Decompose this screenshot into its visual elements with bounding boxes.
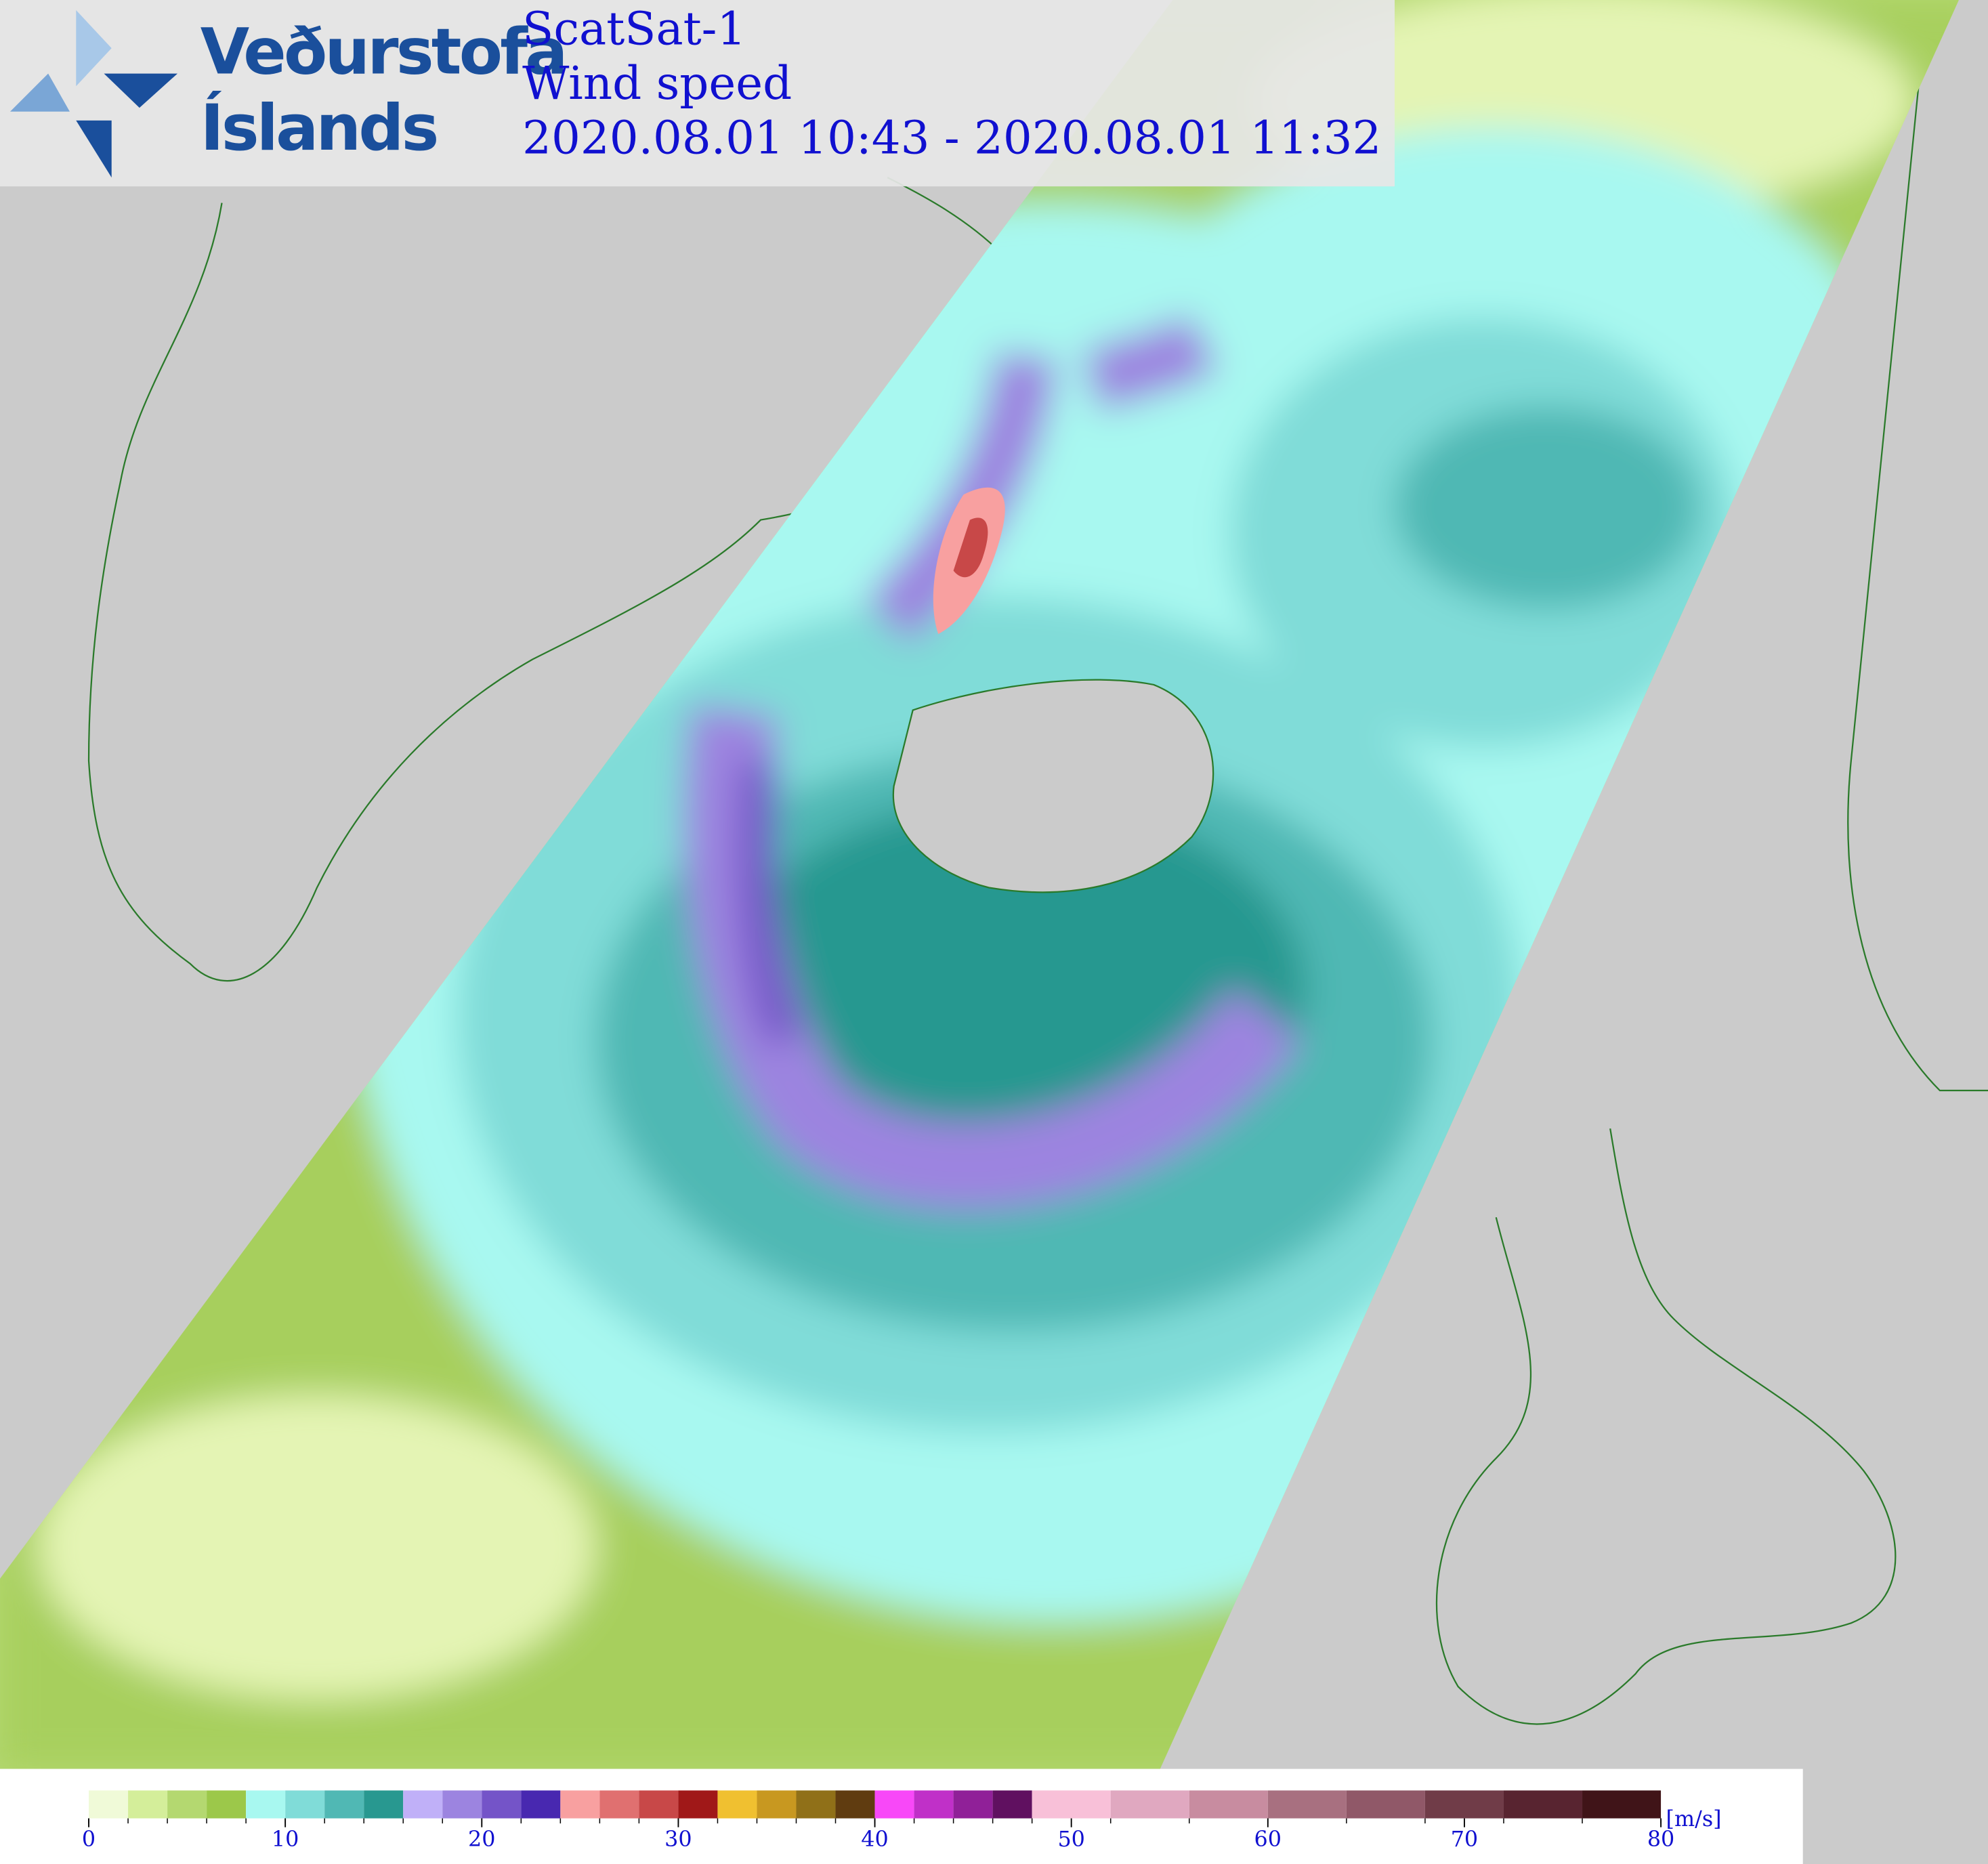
colorbar-segment [1189, 1790, 1268, 1819]
norway-coast [1847, 0, 1988, 1092]
colorbar-segment [207, 1790, 247, 1819]
logo-mark [9, 9, 178, 178]
colorbar-segment [1346, 1790, 1425, 1819]
colorbar-segment [285, 1790, 325, 1819]
colorbar-segment [914, 1790, 954, 1819]
iceland [892, 679, 1214, 893]
title: ScatSat-1 [522, 2, 746, 56]
colorbar-segment [1503, 1790, 1583, 1819]
logo-text: Veðurstofa [200, 16, 566, 89]
colorbar-segment [717, 1790, 757, 1819]
colorbar: 0 10 20 30 40 50 60 70 80[m/s] [82, 1790, 1722, 1852]
colorbar-segment [403, 1790, 443, 1819]
colorbar-tick-label: 50 [1057, 1826, 1084, 1852]
colorbar-segment [442, 1790, 482, 1819]
colorbar-tick-label: 80 [1647, 1826, 1674, 1852]
colorbar-segment [796, 1790, 836, 1819]
colorbar-segment [953, 1790, 993, 1819]
colorbar-segment [678, 1790, 718, 1819]
header-band [0, 0, 1395, 187]
colorbar-tick-label: 70 [1451, 1826, 1478, 1852]
colorbar-segment [128, 1790, 168, 1819]
high-wind-peak [953, 517, 988, 578]
colorbar-segment [874, 1790, 914, 1819]
colorbar-tick-label: 40 [861, 1826, 888, 1852]
colorbar-segment [1110, 1790, 1189, 1819]
colorbar-tick-label: 0 [82, 1826, 96, 1852]
colorbar-segment [560, 1790, 600, 1819]
colorbar-segment [167, 1790, 207, 1819]
colorbar-segment [757, 1790, 797, 1819]
colorbar-tick-label: 60 [1254, 1826, 1282, 1852]
colorbar-segment [1582, 1790, 1662, 1819]
colorbar-segment [364, 1790, 404, 1819]
colorbar-tick-label: 10 [272, 1826, 299, 1852]
colorbar-segment [1032, 1790, 1111, 1819]
colorbar-segment [835, 1790, 875, 1819]
british-isles-coast [1436, 1128, 1897, 1725]
colorbar-segment [521, 1790, 561, 1819]
wind-swath [0, 0, 1959, 1769]
colorbar-segment [599, 1790, 639, 1819]
subtitle: Wind speed [522, 56, 792, 110]
colorbar-unit: [m/s] [1666, 1806, 1722, 1831]
colorbar-tick-label: 20 [468, 1826, 495, 1852]
colorbar-segment [89, 1790, 129, 1819]
colorbar-segment [482, 1790, 522, 1819]
colorbar-tick-label: 30 [664, 1826, 692, 1852]
time-range: 2020.08.01 10:43 - 2020.08.01 11:32 [522, 111, 1381, 165]
colorbar-segment [1267, 1790, 1347, 1819]
colorbar-segment [639, 1790, 679, 1819]
colorbar-segment [246, 1790, 286, 1819]
colorbar-segment [992, 1790, 1032, 1819]
logo-text: Íslands [200, 90, 437, 165]
colorbar-segment [324, 1790, 364, 1819]
colorbar-segment [1424, 1790, 1504, 1819]
